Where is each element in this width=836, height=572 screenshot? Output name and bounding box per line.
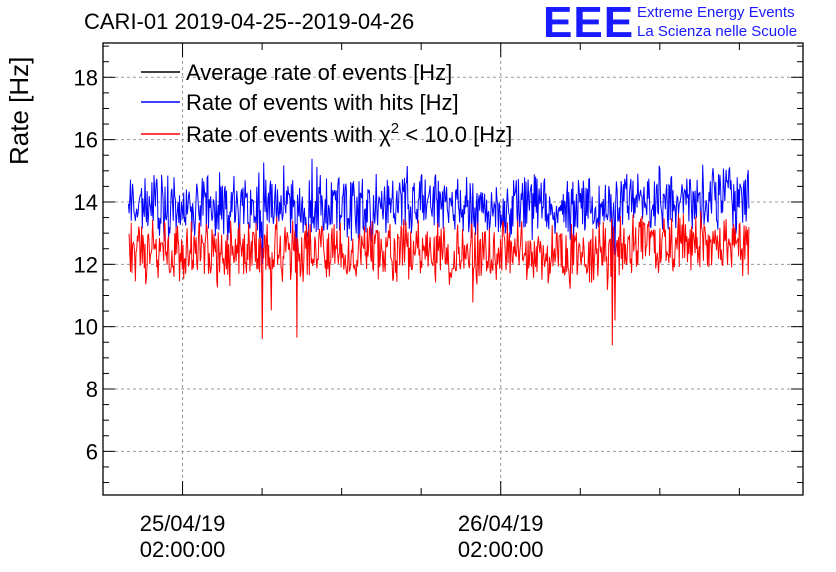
- legend-entry: Rate of events with hits [Hz]: [186, 90, 459, 115]
- eee-logo: EEE: [543, 0, 635, 47]
- logo-subtitle-1: Extreme Energy Events: [637, 4, 795, 21]
- y-tick-label: 16: [74, 128, 98, 153]
- legend-entry: Rate of events with χ2 < 10.0 [Hz]: [186, 120, 512, 147]
- x-tick-label-time: 02:00:00: [458, 537, 544, 562]
- series-line-chi2: [128, 210, 750, 346]
- series-line-hits: [128, 158, 750, 265]
- legend-entry: Average rate of events [Hz]: [186, 60, 452, 85]
- y-tick-label: 18: [74, 65, 98, 90]
- plot-frame: [102, 42, 804, 496]
- y-tick-label: 8: [86, 377, 98, 402]
- y-tick-label: 6: [86, 439, 98, 464]
- logo-subtitle-2: La Scienza nelle Scuole: [637, 23, 798, 40]
- x-tick-label-time: 02:00:00: [140, 537, 226, 562]
- y-tick-label: 12: [74, 252, 98, 277]
- x-tick-label-date: 25/04/19: [140, 511, 226, 536]
- y-axis-label: Rate [Hz]: [4, 56, 34, 165]
- y-tick-label: 14: [74, 190, 98, 215]
- x-tick-label-date: 26/04/19: [458, 511, 544, 536]
- chart-title: CARI-01 2019-04-25--2019-04-26: [84, 9, 415, 34]
- y-tick-label: 10: [74, 315, 98, 340]
